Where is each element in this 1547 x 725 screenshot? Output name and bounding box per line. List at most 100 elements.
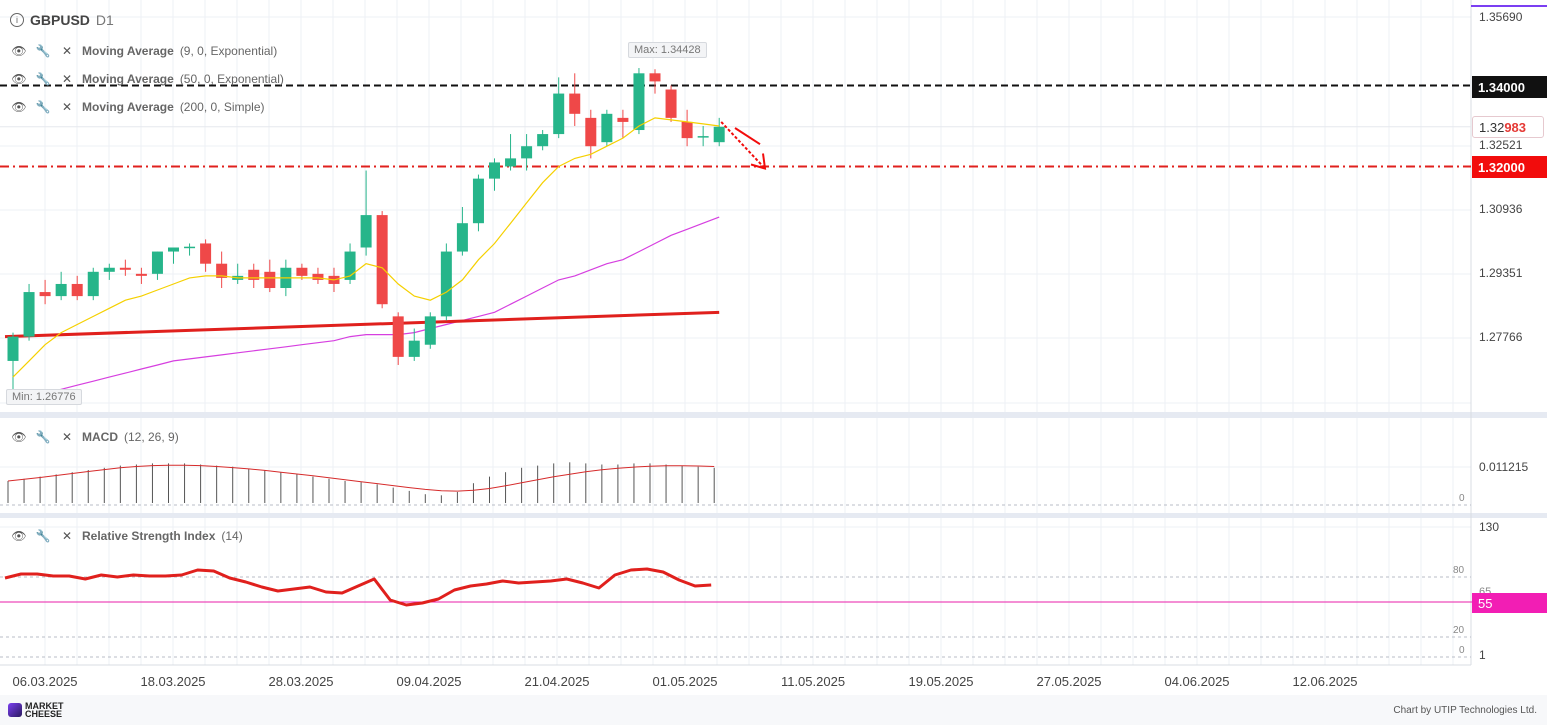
candle [151,251,163,280]
logo-line-1: MARKET [25,701,64,711]
indicator-name: Moving Average [82,44,174,58]
market-cheese-logo: MARKET CHEESE [8,701,64,719]
candle-body [601,113,613,143]
rsi-axis-top: 130 [1479,520,1500,534]
timeframe-label: D1 [95,12,114,28]
candle-body [713,126,725,143]
indicator-name: Moving Average [82,72,174,86]
legend-ma-50: 👁 🔧 ✕ Moving Average (50, 0, Exponential… [10,69,284,89]
candle [376,211,388,309]
close-icon[interactable]: ✕ [61,44,73,58]
candle-body [344,251,356,280]
date-label: 01.05.2025 [652,674,718,689]
info-icon[interactable]: i [10,13,24,27]
close-icon[interactable]: ✕ [61,529,73,543]
candle [665,85,677,122]
price-axis-label: 1.35690 [1479,10,1523,24]
candle [553,77,565,139]
indicator-name: Relative Strength Index [82,529,216,543]
logo-line-2: CHEESE [25,709,63,719]
max-tooltip: Max: 1.34428 [628,42,707,58]
candle [569,73,581,126]
candle-body [71,283,83,297]
candle [424,312,436,349]
close-icon[interactable]: ✕ [61,430,73,444]
date-label: 28.03.2025 [268,674,334,689]
indicator-params: (12, 26, 9) [124,430,179,444]
date-label: 06.03.2025 [12,674,78,689]
chart-header: i GBPUSD D1 [10,12,114,28]
macd-zero-label: 0 [1459,493,1465,504]
candle-body [168,247,179,252]
candle [713,117,725,147]
candle [697,125,709,147]
candle [39,279,51,305]
candle-body [39,292,51,297]
date-label: 04.06.2025 [1164,674,1230,689]
wrench-icon[interactable]: 🔧 [35,72,51,86]
candle-body [633,73,645,131]
candle [168,247,179,264]
logo-mark-icon [8,703,22,717]
wrench-icon[interactable]: 🔧 [35,430,51,444]
close-icon[interactable]: ✕ [61,72,73,86]
date-label: 21.04.2025 [524,674,590,689]
macd-axis-label: 0.011215 [1479,460,1529,474]
candle-body [521,146,533,159]
candle-body [649,73,661,82]
current-price-tag: 1.32 983 [1472,116,1544,138]
candle-body [87,271,99,297]
candle-body [216,263,228,278]
candle-body [296,267,308,276]
candle [601,109,613,147]
candle [248,263,260,289]
candle [681,109,693,147]
candle-body [376,215,388,305]
candle [408,328,420,361]
candle-body [617,117,629,122]
candle-body [697,136,709,138]
eye-icon[interactable]: 👁 [11,430,27,444]
price-axis-label: 1.32521 [1479,138,1523,152]
candle-body [472,178,484,224]
candle-body [23,292,35,337]
indicator-params: (9, 0, Exponential) [179,44,278,58]
candle [360,170,372,256]
symbol-label: GBPUSD [30,12,90,28]
candle-body [264,271,276,289]
candle-body [681,121,693,139]
candle [216,251,228,289]
candle [135,267,147,284]
eye-icon[interactable]: 👁 [11,100,27,114]
candle-body [424,316,436,345]
candle-body [184,246,196,249]
forecast-arrow [720,121,766,170]
rsi-level-tag: 55 [1472,593,1547,613]
panel-separator [0,513,1547,518]
candle-body [440,251,452,317]
candle [344,243,356,284]
candle [617,109,629,139]
eye-icon[interactable]: 👁 [11,44,27,58]
ema9-line [12,117,720,378]
candle-body [456,223,468,252]
wrench-icon[interactable]: 🔧 [35,529,51,543]
candle [537,130,549,151]
candle-body [489,162,500,179]
rsi-zero-label: 0 [1459,645,1465,656]
wrench-icon[interactable]: 🔧 [35,100,51,114]
resistance-level-tag: 1.34000 [1472,76,1547,98]
legend-ma-9: 👁 🔧 ✕ Moving Average (9, 0, Exponential) [10,41,277,61]
indicator-params: (14) [221,529,243,543]
candle-body [392,316,404,357]
eye-icon[interactable]: 👁 [11,529,27,543]
rsi-line [4,567,712,607]
close-icon[interactable]: ✕ [61,100,73,114]
indicator-name: Moving Average [82,100,174,114]
eye-icon[interactable]: 👁 [11,72,27,86]
wrench-icon[interactable]: 🔧 [35,44,51,58]
price-axis-label: 1.27766 [1479,330,1523,344]
forecast-arrow-segment [734,127,761,146]
candle-body [119,267,131,270]
